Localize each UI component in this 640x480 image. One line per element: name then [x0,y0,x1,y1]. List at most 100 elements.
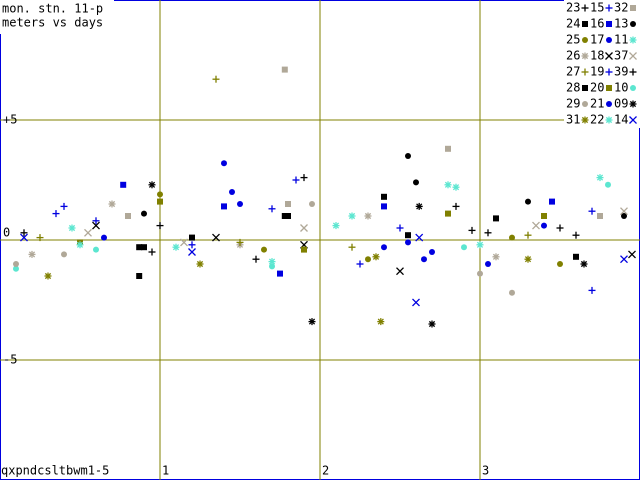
point [221,160,227,167]
dot [61,251,67,258]
stroke [412,298,420,307]
point [445,145,451,152]
dot [381,244,387,251]
point [285,201,291,207]
legend-marker [605,68,613,76]
point [101,234,107,241]
stroke [28,251,36,258]
point [484,229,492,237]
legend-marker [582,101,588,107]
dot [261,246,267,253]
legend-marker [630,5,636,11]
stroke [92,221,100,230]
legend-label: 25 [566,33,580,47]
legend-marker [629,100,637,108]
square [630,5,636,11]
point [180,238,188,247]
stroke [372,253,380,260]
legend-label: 16 [590,17,604,31]
legend-marker [606,21,612,27]
annotation: qxpndcsltbwm1-5 [1,464,109,478]
legend-label: 28 [566,81,580,95]
stroke [188,248,196,256]
point [92,217,100,225]
legend-label: 09 [614,97,628,111]
point [532,221,540,230]
point [332,222,340,230]
legend-marker [582,37,588,43]
legend-marker [629,52,637,60]
point [300,224,308,232]
stroke [476,241,484,248]
point [445,210,451,217]
stroke [348,212,356,220]
dot [421,256,427,263]
point [477,270,483,277]
legend-label: 22 [590,113,604,127]
point [268,205,276,213]
dot [630,21,636,27]
legend-marker [581,68,589,76]
dot [606,37,612,43]
dot [461,244,467,251]
dot [509,234,515,241]
point [596,174,604,182]
point [292,176,300,184]
stroke [396,267,404,276]
point [269,263,275,270]
stroke [581,52,589,60]
point [452,202,460,210]
stroke [452,184,460,191]
legend-marker [630,85,636,91]
square [405,232,411,239]
legend-label: 23 [566,1,580,15]
point [157,191,163,198]
point [172,243,180,251]
points [13,66,636,328]
point [281,213,288,219]
point [52,210,60,218]
point [13,265,19,272]
point [628,250,636,259]
point [212,75,220,83]
point [229,189,235,195]
point [588,207,596,215]
point [413,179,419,186]
dot [221,160,227,167]
stroke [620,207,628,216]
y-tick-label: -5 [3,353,17,367]
square [285,213,291,219]
x-tick-label: 1 [162,464,169,478]
point [300,174,308,182]
dot [485,261,491,267]
stroke [84,228,92,237]
stroke [300,224,308,232]
point [212,233,220,242]
stroke [268,258,276,265]
dot [429,249,435,255]
legend-marker [606,85,612,91]
point [509,234,515,241]
stroke [172,244,180,251]
stroke [532,221,540,230]
stroke [605,52,613,60]
square [157,198,163,205]
stroke [629,36,637,44]
legend-marker [582,21,588,27]
legend-label: 32 [614,1,628,15]
point [405,232,411,239]
stroke [629,116,637,124]
dot [13,261,19,267]
point [28,250,36,258]
point [412,298,420,307]
stroke [68,224,76,232]
point [141,244,147,251]
point [136,244,143,251]
legend-label: 24 [566,17,580,31]
point [92,221,100,230]
square [141,244,147,251]
point [556,224,564,232]
dot [141,210,147,217]
point [156,222,164,230]
